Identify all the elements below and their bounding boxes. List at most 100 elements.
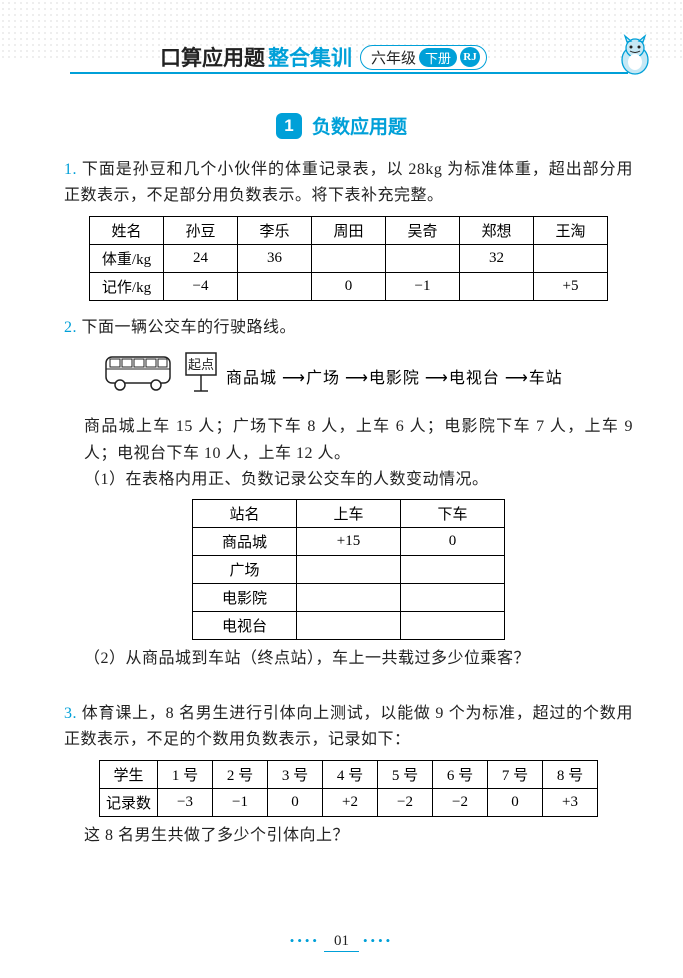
table-cell: 5 号 (378, 760, 433, 788)
table-row: 姓名 孙豆 李乐 周田 吴奇 郑想 王淘 (90, 216, 608, 244)
table-cell: 记作/kg (90, 272, 164, 300)
problem-1: 1. 下面是孙豆和几个小伙伴的体重记录表，以 28kg 为标准体重，超出部分用正… (64, 157, 633, 301)
table-cell: 24 (164, 244, 238, 272)
volume-pill: 下册 (419, 48, 457, 67)
page-number: 01 (324, 933, 359, 952)
table-cell (297, 612, 401, 640)
table-row: 记作/kg −4 0 −1 +5 (90, 272, 608, 300)
table-cell: 2 号 (213, 760, 268, 788)
table-cell: 电视台 (193, 612, 297, 640)
table-cell: 体重/kg (90, 244, 164, 272)
section-number: 1 (276, 113, 302, 139)
table-cell (386, 244, 460, 272)
table-cell: 站名 (193, 500, 297, 528)
table-cell: 郑想 (460, 216, 534, 244)
table-row: 记录数 −3 −1 0 +2 −2 −2 0 +3 (100, 788, 598, 816)
table-cell: +5 (534, 272, 608, 300)
problem-number: 3. (64, 705, 77, 722)
table-cell: 李乐 (238, 216, 312, 244)
table-cell: 3 号 (268, 760, 323, 788)
problem-question: 这 8 名男生共做了多少个引体向上？ (64, 823, 633, 849)
sub-question-2: （2）从商品城到车站（终点站），车上一共载过多少位乘客？ (64, 646, 633, 672)
table-cell: −4 (164, 272, 238, 300)
table-cell: 孙豆 (164, 216, 238, 244)
problem-text: 3. 体育课上，8 名男生进行引体向上测试，以能做 9 个为标准，超过的个数用正… (64, 701, 633, 754)
content-area: 1. 下面是孙豆和几个小伙伴的体重记录表，以 28kg 为标准体重，超出部分用正… (0, 139, 683, 849)
table-cell (401, 584, 505, 612)
grade-badge: 六年级 下册 RJ (360, 45, 487, 70)
weight-table: 姓名 孙豆 李乐 周田 吴奇 郑想 王淘 体重/kg 24 36 32 记作/k… (89, 216, 608, 301)
problem-body: 体育课上，8 名男生进行引体向上测试，以能做 9 个为标准，超过的个数用正数表示… (64, 705, 633, 748)
table-cell: 0 (488, 788, 543, 816)
problem-desc: 商品城上车 15 人；广场下车 8 人，上车 6 人；电影院下车 7 人，上车 … (64, 414, 633, 467)
table-cell: 学生 (100, 760, 158, 788)
start-sign-icon: 起点 (184, 351, 218, 400)
pullup-table: 学生 1 号 2 号 3 号 4 号 5 号 6 号 7 号 8 号 记录数 −… (99, 760, 598, 817)
table-cell: 下车 (401, 500, 505, 528)
edition-circle: RJ (460, 47, 480, 67)
table-row: 体重/kg 24 36 32 (90, 244, 608, 272)
section-header: 1 负数应用题 (0, 112, 683, 139)
title-part2: 整合集训 (268, 42, 352, 72)
section-title: 负数应用题 (312, 112, 407, 139)
problem-number: 1. (64, 161, 77, 178)
problem-text: 2. 下面一辆公交车的行驶路线。 (64, 315, 633, 341)
table-row: 学生 1 号 2 号 3 号 4 号 5 号 6 号 7 号 8 号 (100, 760, 598, 788)
table-cell: 姓名 (90, 216, 164, 244)
table-cell (297, 556, 401, 584)
table-cell: 0 (268, 788, 323, 816)
table-cell: −1 (386, 272, 460, 300)
table-cell: 记录数 (100, 788, 158, 816)
table-row: 站名 上车 下车 (193, 500, 505, 528)
table-row: 广场 (193, 556, 505, 584)
table-cell: 0 (401, 528, 505, 556)
table-cell: 广场 (193, 556, 297, 584)
table-cell: −2 (433, 788, 488, 816)
table-cell (238, 272, 312, 300)
problem-3: 3. 体育课上，8 名男生进行引体向上测试，以能做 9 个为标准，超过的个数用正… (64, 701, 633, 849)
route-text: 商品城 ⟶广场 ⟶电影院 ⟶电视台 ⟶车站 (226, 364, 563, 388)
problem-2: 2. 下面一辆公交车的行驶路线。 (64, 315, 633, 673)
footer-dots-right: •••• (363, 933, 393, 948)
table-cell: 吴奇 (386, 216, 460, 244)
table-cell: 6 号 (433, 760, 488, 788)
table-cell (297, 584, 401, 612)
bus-table: 站名 上车 下车 商品城 +15 0 广场 电影院 电视台 (192, 499, 505, 640)
table-cell: 36 (238, 244, 312, 272)
table-cell: 8 号 (543, 760, 598, 788)
table-cell: −3 (158, 788, 213, 816)
table-row: 商品城 +15 0 (193, 528, 505, 556)
title-part1: 口算应用题 (160, 42, 265, 72)
table-cell: 1 号 (158, 760, 213, 788)
table-cell: 周田 (312, 216, 386, 244)
grade-text: 六年级 (371, 47, 416, 68)
table-cell: +3 (543, 788, 598, 816)
table-cell (534, 244, 608, 272)
table-cell: +15 (297, 528, 401, 556)
table-cell: 电影院 (193, 584, 297, 612)
bus-route-row: 起点 商品城 ⟶广场 ⟶电影院 ⟶电视台 ⟶车站 (64, 351, 633, 400)
svg-text:起点: 起点 (188, 357, 214, 372)
table-cell: −1 (213, 788, 268, 816)
problem-body: 下面一辆公交车的行驶路线。 (82, 319, 297, 336)
problem-number: 2. (64, 319, 77, 336)
table-cell: 7 号 (488, 760, 543, 788)
table-cell (460, 272, 534, 300)
table-cell (401, 612, 505, 640)
book-header: 口算应用题 整合集训 六年级 下册 RJ (0, 0, 683, 72)
table-cell (312, 244, 386, 272)
table-row: 电视台 (193, 612, 505, 640)
table-row: 电影院 (193, 584, 505, 612)
table-cell: 32 (460, 244, 534, 272)
table-cell: 商品城 (193, 528, 297, 556)
problem-body: 下面是孙豆和几个小伙伴的体重记录表，以 28kg 为标准体重，超出部分用正数表示… (64, 161, 633, 204)
bus-icon (104, 351, 180, 400)
sub-question-1: （1）在表格内用正、负数记录公交车的人数变动情况。 (64, 467, 633, 493)
table-cell (401, 556, 505, 584)
table-cell: 王淘 (534, 216, 608, 244)
header-underline (70, 72, 628, 74)
footer-dots-left: •••• (290, 933, 320, 948)
table-cell: 4 号 (323, 760, 378, 788)
table-cell: 0 (312, 272, 386, 300)
problem-text: 1. 下面是孙豆和几个小伙伴的体重记录表，以 28kg 为标准体重，超出部分用正… (64, 157, 633, 210)
